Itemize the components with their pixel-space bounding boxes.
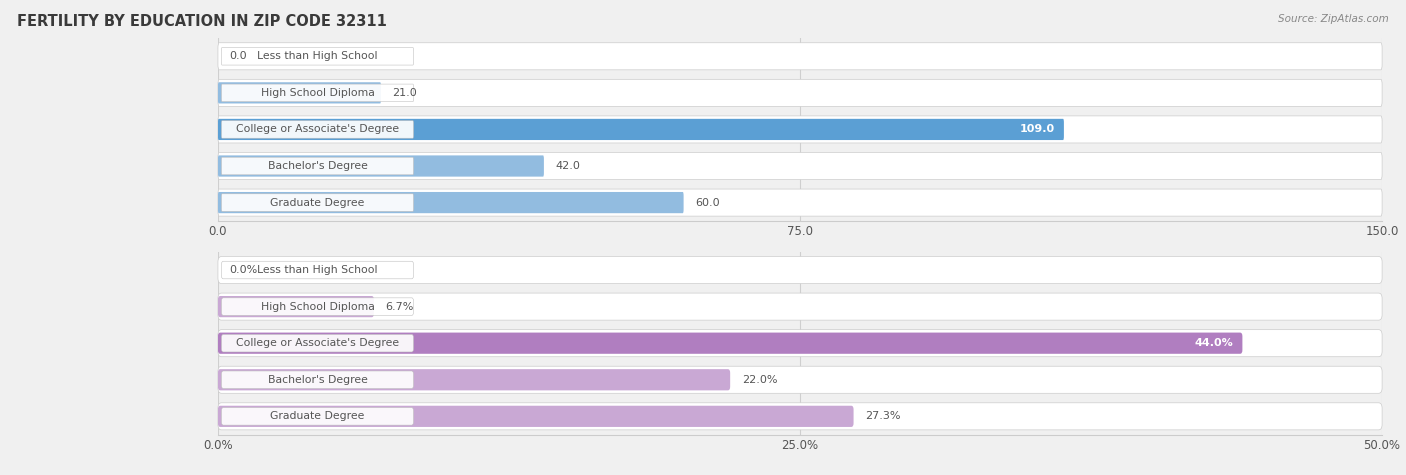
- Text: High School Diploma: High School Diploma: [260, 88, 374, 98]
- Text: Graduate Degree: Graduate Degree: [270, 411, 364, 421]
- Text: Bachelor's Degree: Bachelor's Degree: [267, 375, 367, 385]
- FancyBboxPatch shape: [218, 293, 1382, 320]
- FancyBboxPatch shape: [221, 48, 413, 65]
- FancyBboxPatch shape: [218, 369, 730, 390]
- FancyBboxPatch shape: [221, 157, 413, 175]
- FancyBboxPatch shape: [218, 296, 374, 317]
- FancyBboxPatch shape: [221, 261, 413, 279]
- FancyBboxPatch shape: [218, 152, 1382, 180]
- Text: 6.7%: 6.7%: [385, 302, 413, 312]
- FancyBboxPatch shape: [221, 298, 413, 315]
- Text: 44.0%: 44.0%: [1194, 338, 1233, 348]
- FancyBboxPatch shape: [218, 119, 1064, 140]
- Text: Less than High School: Less than High School: [257, 51, 378, 61]
- FancyBboxPatch shape: [218, 155, 544, 177]
- FancyBboxPatch shape: [218, 403, 1382, 430]
- Text: 27.3%: 27.3%: [865, 411, 901, 421]
- FancyBboxPatch shape: [218, 189, 1382, 216]
- Text: 0.0%: 0.0%: [229, 265, 257, 275]
- FancyBboxPatch shape: [221, 334, 413, 352]
- Text: FERTILITY BY EDUCATION IN ZIP CODE 32311: FERTILITY BY EDUCATION IN ZIP CODE 32311: [17, 14, 387, 29]
- Text: Graduate Degree: Graduate Degree: [270, 198, 364, 208]
- Text: Source: ZipAtlas.com: Source: ZipAtlas.com: [1278, 14, 1389, 24]
- FancyBboxPatch shape: [218, 366, 1382, 393]
- Text: 60.0: 60.0: [695, 198, 720, 208]
- Text: College or Associate's Degree: College or Associate's Degree: [236, 124, 399, 134]
- FancyBboxPatch shape: [218, 192, 683, 213]
- FancyBboxPatch shape: [218, 116, 1382, 143]
- Text: 42.0: 42.0: [555, 161, 581, 171]
- Text: 21.0: 21.0: [392, 88, 418, 98]
- FancyBboxPatch shape: [221, 371, 413, 389]
- FancyBboxPatch shape: [218, 330, 1382, 357]
- FancyBboxPatch shape: [221, 408, 413, 425]
- Text: Less than High School: Less than High School: [257, 265, 378, 275]
- FancyBboxPatch shape: [218, 256, 1382, 284]
- FancyBboxPatch shape: [221, 84, 413, 102]
- FancyBboxPatch shape: [218, 82, 381, 104]
- Text: 109.0: 109.0: [1019, 124, 1054, 134]
- FancyBboxPatch shape: [218, 43, 1382, 70]
- FancyBboxPatch shape: [218, 332, 1243, 354]
- Text: College or Associate's Degree: College or Associate's Degree: [236, 338, 399, 348]
- FancyBboxPatch shape: [221, 121, 413, 138]
- FancyBboxPatch shape: [221, 194, 413, 211]
- Text: Bachelor's Degree: Bachelor's Degree: [267, 161, 367, 171]
- Text: 22.0%: 22.0%: [742, 375, 778, 385]
- FancyBboxPatch shape: [218, 406, 853, 427]
- Text: 0.0: 0.0: [229, 51, 247, 61]
- FancyBboxPatch shape: [218, 79, 1382, 106]
- Text: High School Diploma: High School Diploma: [260, 302, 374, 312]
